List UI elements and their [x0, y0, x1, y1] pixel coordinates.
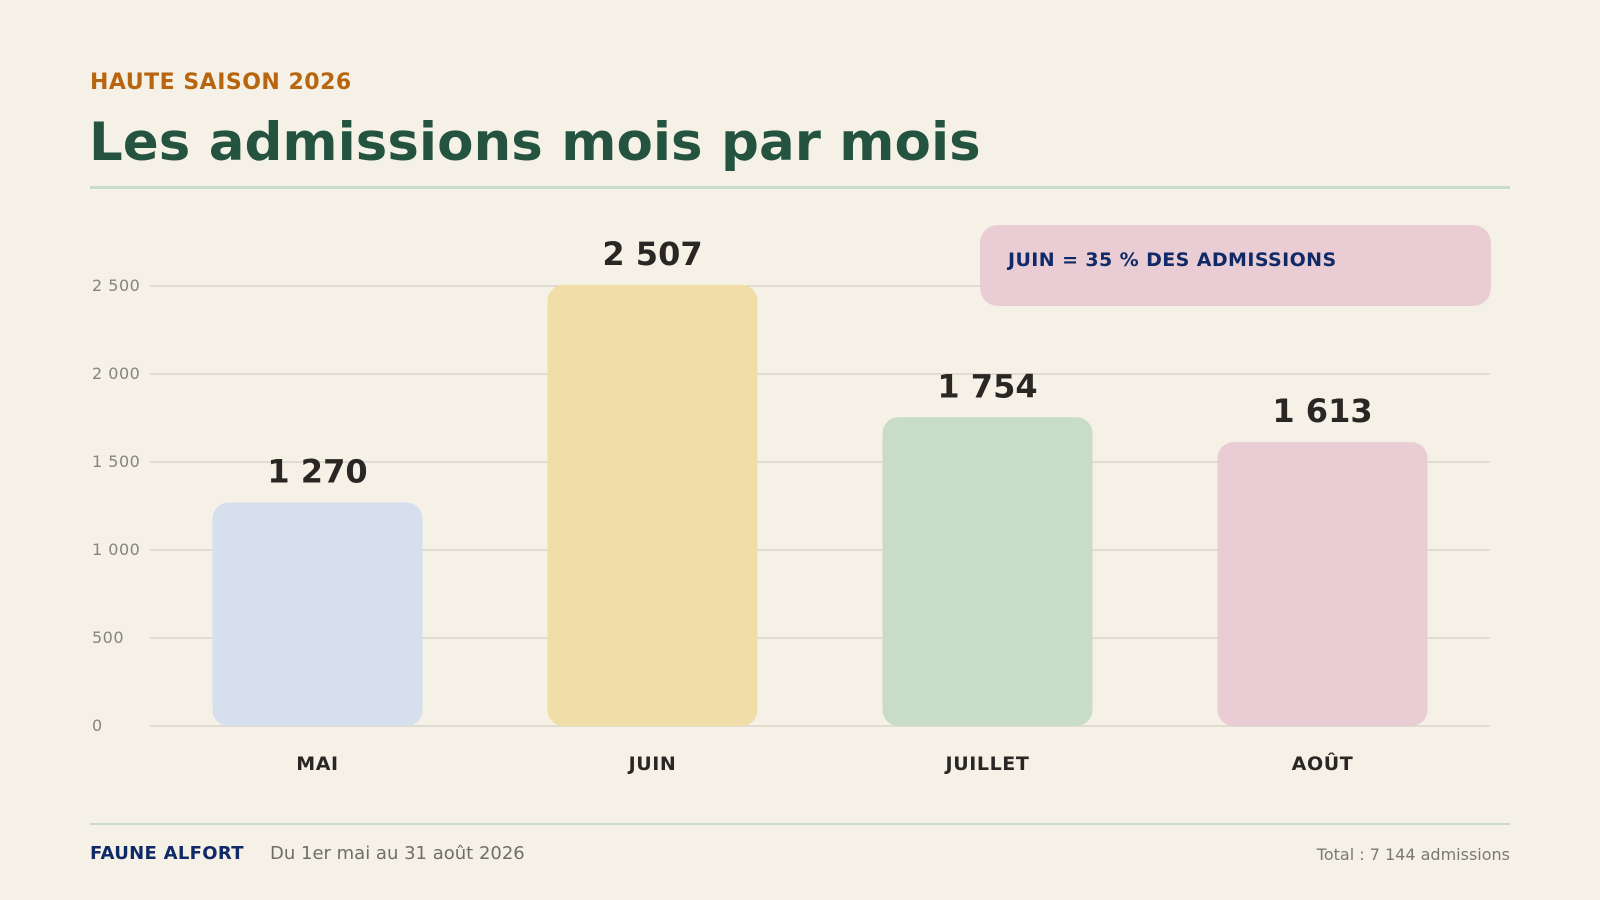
y-tick-label: 1 000	[92, 540, 140, 559]
y-tick-label: 2 500	[92, 276, 140, 295]
data-label: 1 270	[267, 452, 367, 490]
x-tick-label: AOÛT	[1292, 751, 1354, 775]
header-divider	[90, 186, 1510, 189]
y-tick-label: 1 500	[92, 452, 140, 471]
y-tick-label: 0	[92, 716, 103, 735]
y-tick-label: 500	[92, 628, 124, 647]
data-label: 1 754	[937, 367, 1037, 405]
footer-brand: FAUNE ALFORT	[90, 843, 244, 864]
footer-date-range: Du 1er mai au 31 août 2026	[270, 843, 525, 864]
footer-total: Total : 7 144 admissions	[1316, 845, 1510, 864]
bar	[882, 417, 1093, 726]
x-tick-label: MAI	[296, 753, 338, 775]
highlight-callout: JUIN = 35 % DES ADMISSIONS	[980, 225, 1491, 306]
bar	[212, 502, 423, 726]
footer-divider	[90, 823, 1510, 825]
data-label: 1 613	[1272, 392, 1372, 430]
callout-text: JUIN = 35 % DES ADMISSIONS	[1008, 249, 1337, 271]
x-tick-label: JUIN	[627, 753, 677, 775]
bar	[547, 284, 758, 726]
x-tick-label: JUILLET	[944, 753, 1030, 775]
y-tick-label: 2 000	[92, 364, 140, 383]
bar	[1217, 442, 1428, 726]
data-label: 2 507	[602, 235, 702, 273]
page-title: Les admissions mois par mois	[89, 112, 981, 173]
eyebrow-label: HAUTE SAISON 2026	[90, 70, 352, 95]
